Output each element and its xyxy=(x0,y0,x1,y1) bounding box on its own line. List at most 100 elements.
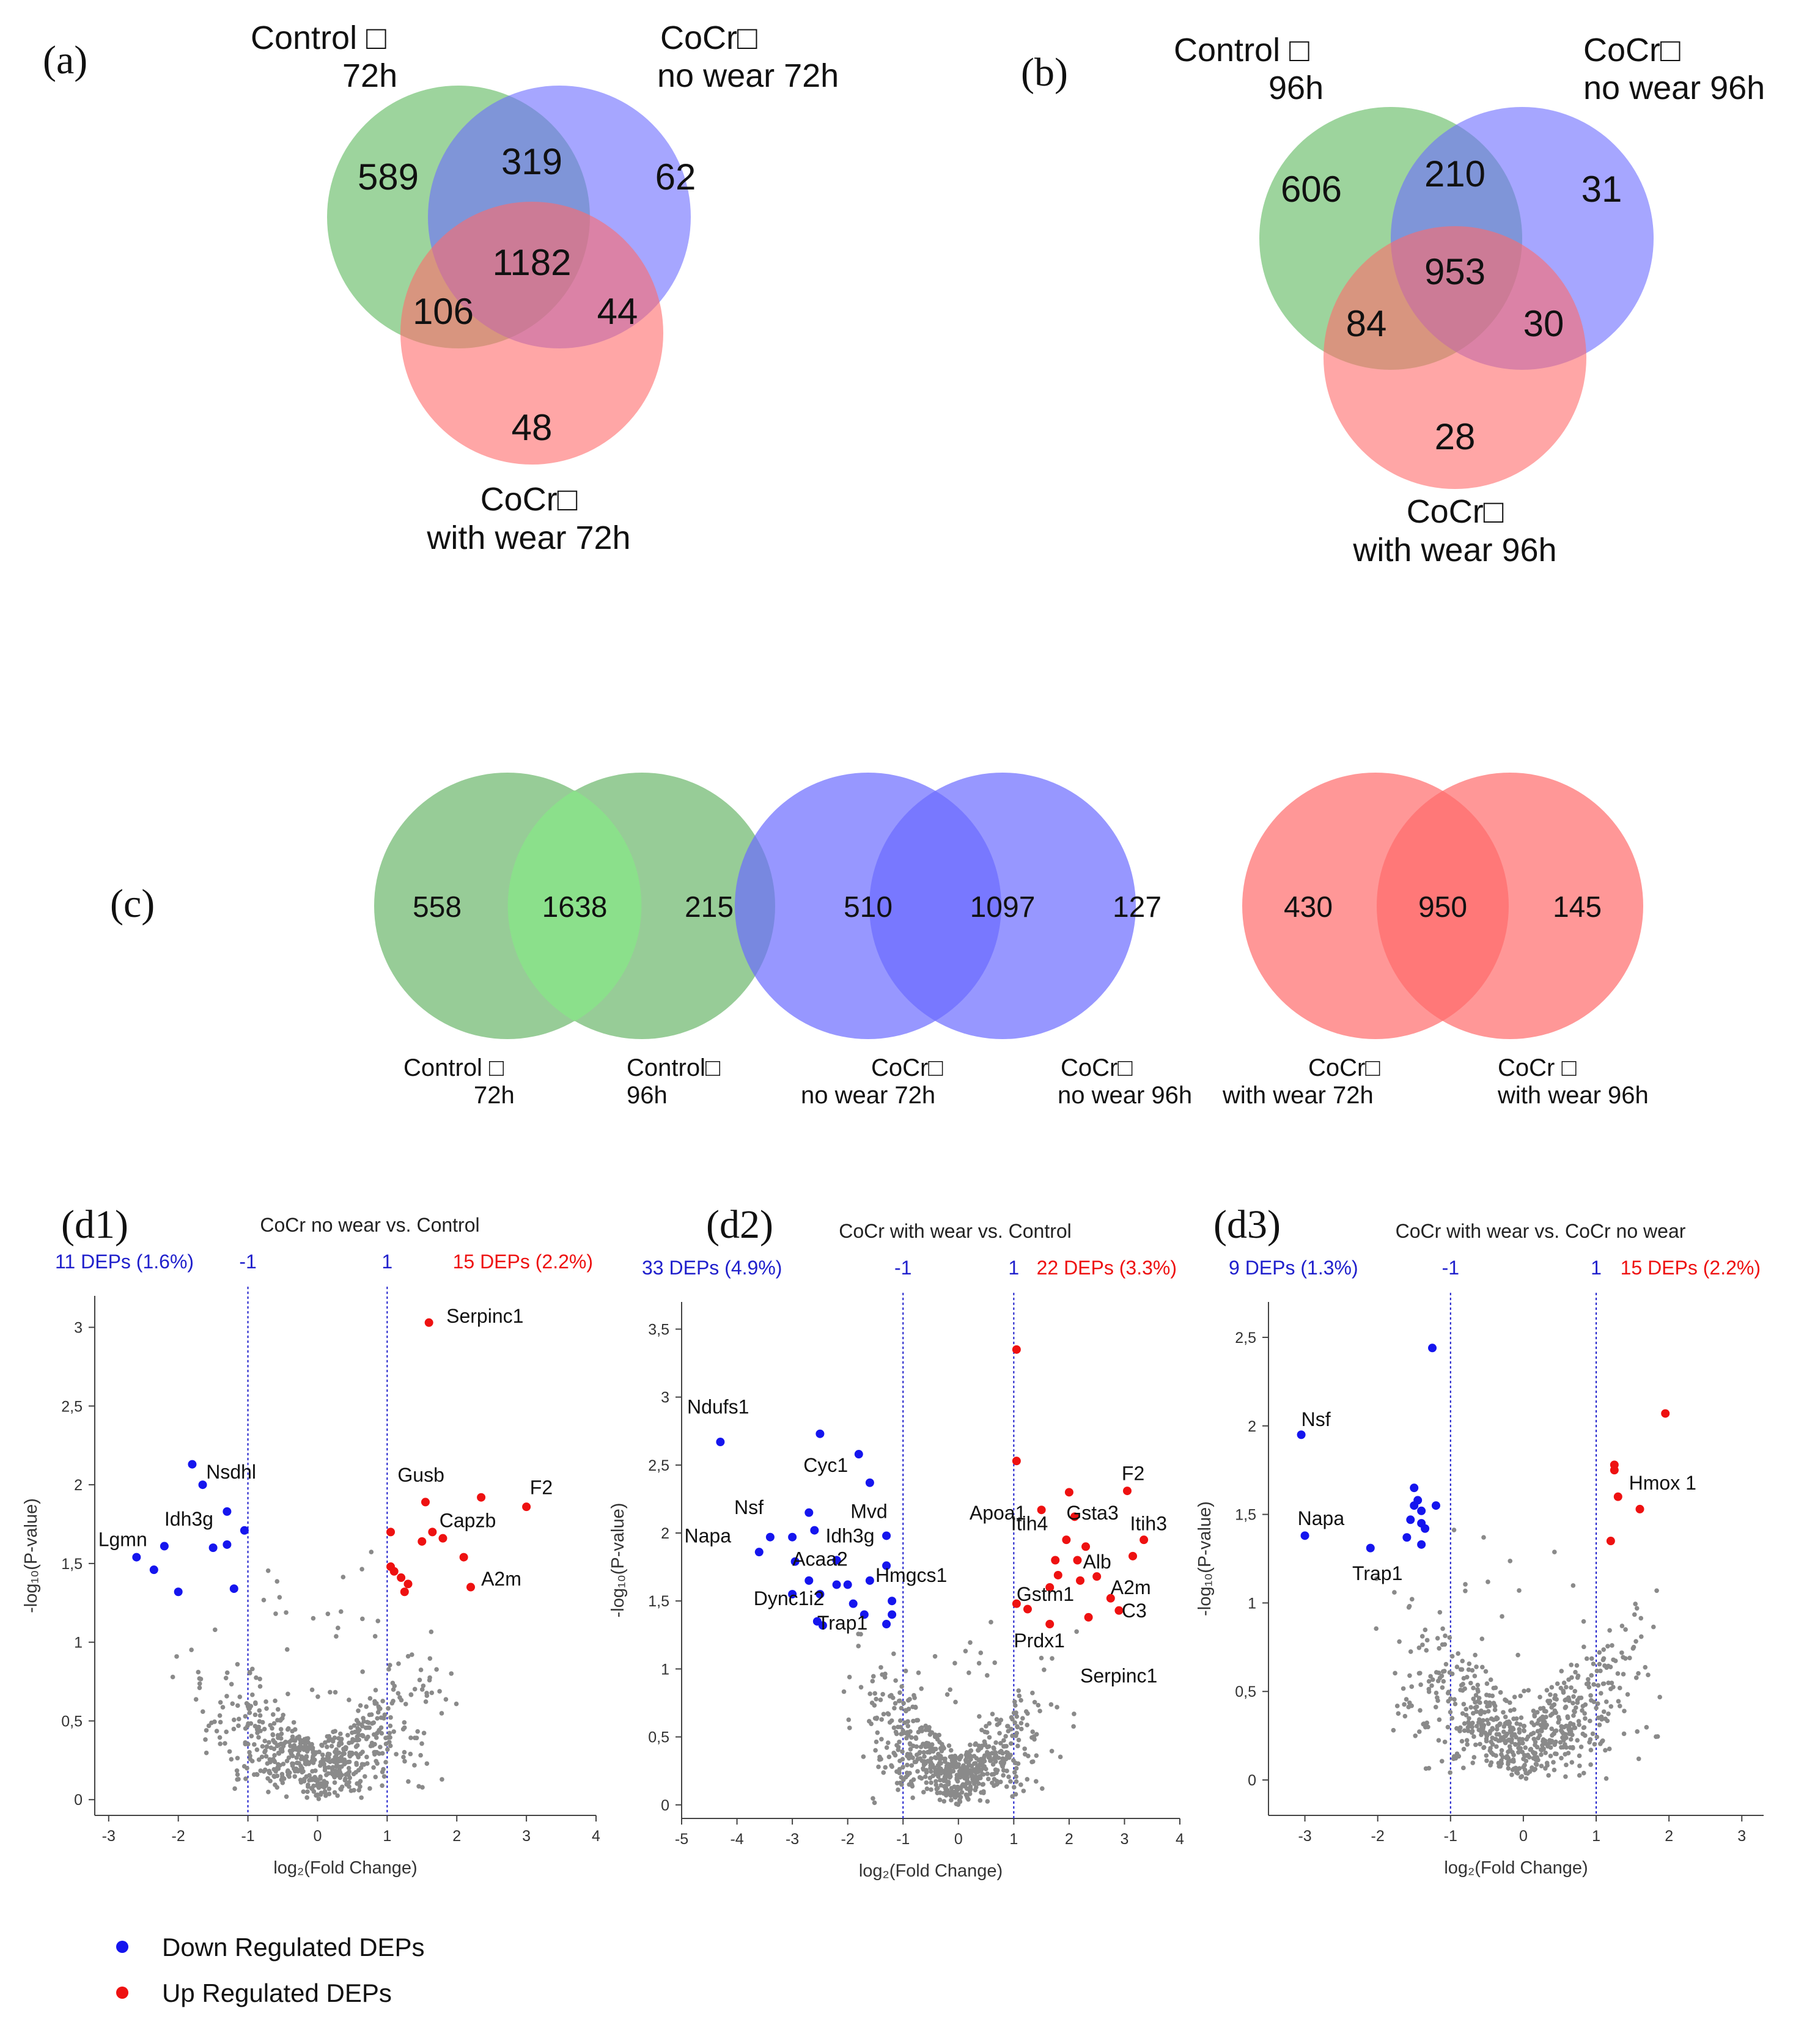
venn-c3-label-left-1: CoCr□ xyxy=(1308,1054,1380,1081)
d3-point-nonsig xyxy=(1536,1735,1541,1741)
d2-point-nonsig xyxy=(905,1719,910,1724)
d3-point-nonsig xyxy=(1428,1674,1433,1679)
d2-point-down xyxy=(882,1531,891,1540)
d1-y-tick-label: 0 xyxy=(74,1792,83,1809)
d3-point-nonsig xyxy=(1569,1685,1574,1690)
d2-point-nonsig xyxy=(980,1771,985,1777)
d3-point-nonsig xyxy=(1591,1699,1597,1705)
d2-point-nonsig xyxy=(949,1754,955,1759)
d3-point-nonsig xyxy=(1558,1740,1563,1745)
d1-point-nonsig xyxy=(370,1721,375,1726)
d1-point-nonsig xyxy=(264,1744,270,1749)
d3-point-nonsig xyxy=(1617,1704,1622,1708)
d1-point-nonsig xyxy=(380,1783,385,1789)
d1-point-nonsig xyxy=(227,1749,232,1754)
d2-point-down xyxy=(815,1429,825,1438)
d1-point-nonsig xyxy=(388,1723,393,1729)
d3-point-nonsig xyxy=(1463,1588,1468,1594)
d2-point-nonsig xyxy=(1021,1789,1026,1793)
d3-point-nonsig xyxy=(1496,1760,1501,1766)
d3-point-nonsig xyxy=(1434,1690,1439,1696)
d1-point-nonsig xyxy=(367,1786,372,1791)
d3-point-nonsig xyxy=(1440,1685,1445,1690)
venn-a-circle-wear xyxy=(400,202,663,465)
d1-y-axis-label: -log₁₀(P-value) xyxy=(21,1498,41,1613)
d2-point-nonsig xyxy=(886,1754,892,1760)
d1-point-nonsig xyxy=(257,1713,263,1718)
d2-point-up xyxy=(1073,1556,1082,1565)
d3-point-nonsig xyxy=(1606,1680,1611,1686)
d1-x-tick-label: 4 xyxy=(592,1828,600,1845)
d3-gene-label: Nsf xyxy=(1301,1408,1331,1430)
d2-point-nonsig xyxy=(938,1777,943,1783)
d2-y-tick-label: 0,5 xyxy=(648,1729,669,1746)
d2-point-nonsig xyxy=(1058,1754,1063,1760)
d2-point-nonsig xyxy=(968,1742,973,1748)
d2-point-nonsig xyxy=(891,1725,897,1730)
d3-point-nonsig xyxy=(1458,1725,1463,1730)
d1-point-nonsig xyxy=(231,1726,237,1732)
d1-point-nonsig xyxy=(320,1762,325,1766)
d3-point-down xyxy=(1421,1524,1430,1533)
d3-point-nonsig xyxy=(1537,1694,1542,1700)
d2-point-nonsig xyxy=(1003,1757,1009,1762)
d1-point-nonsig xyxy=(412,1763,417,1768)
d1-point-nonsig xyxy=(309,1687,315,1693)
d3-point-nonsig xyxy=(1588,1748,1594,1752)
legend-down-label: Down Regulated DEPs xyxy=(162,1933,425,1961)
d1-point-down xyxy=(223,1507,232,1516)
d3-point-nonsig xyxy=(1464,1738,1470,1743)
d3-point-nonsig xyxy=(1402,1702,1407,1707)
d3-point-nonsig xyxy=(1540,1714,1545,1719)
d2-y-tick-label: 1,5 xyxy=(648,1593,669,1610)
d1-point-nonsig xyxy=(241,1763,247,1769)
d3-point-nonsig xyxy=(1569,1760,1575,1765)
d3-point-nonsig xyxy=(1591,1661,1596,1666)
d1-point-down xyxy=(132,1553,141,1562)
d3-point-nonsig xyxy=(1498,1735,1504,1740)
d3-point-nonsig xyxy=(1603,1699,1609,1704)
d1-point-nonsig xyxy=(420,1785,425,1790)
d2-point-nonsig xyxy=(1009,1741,1014,1746)
d3-point-nonsig xyxy=(1471,1755,1477,1760)
venn-c2-left: 510 xyxy=(844,891,893,924)
d2-point-nonsig xyxy=(935,1790,940,1796)
d3-point-nonsig xyxy=(1572,1689,1578,1694)
d3-y-tick-label: 1,5 xyxy=(1235,1507,1256,1524)
d2-point-nonsig xyxy=(950,1762,955,1767)
d1-point-nonsig xyxy=(380,1770,385,1774)
venn-b-label-control-2: 96h xyxy=(1268,70,1324,106)
d1-point-nonsig xyxy=(347,1784,352,1789)
d3-point-nonsig xyxy=(1601,1656,1607,1661)
d1-point-nonsig xyxy=(355,1752,361,1758)
d1-point-nonsig xyxy=(356,1787,361,1793)
d2-point-nonsig xyxy=(873,1748,878,1753)
d3-point-nonsig xyxy=(1570,1700,1575,1706)
d1-point-nonsig xyxy=(339,1784,345,1790)
d1-point-nonsig xyxy=(316,1796,322,1801)
d2-point-nonsig xyxy=(946,1743,952,1748)
d3-point-nonsig xyxy=(1454,1664,1460,1669)
d3-point-nonsig xyxy=(1481,1722,1486,1727)
d3-point-nonsig xyxy=(1374,1576,1379,1581)
d2-point-down xyxy=(882,1620,891,1629)
d3-point-nonsig xyxy=(1454,1751,1460,1756)
d2-point-nonsig xyxy=(1023,1709,1029,1714)
d1-point-nonsig xyxy=(236,1716,241,1722)
d2-point-up xyxy=(1076,1576,1084,1585)
d3-point-nonsig xyxy=(1514,1721,1520,1726)
d1-point-nonsig xyxy=(235,1703,240,1708)
d1-point-nonsig xyxy=(298,1741,303,1746)
d3-point-nonsig xyxy=(1651,1624,1656,1630)
d2-point-nonsig xyxy=(992,1746,996,1751)
d3-point-down xyxy=(1402,1533,1412,1542)
d2-point-nonsig xyxy=(1001,1738,1006,1743)
d3-point-nonsig xyxy=(1468,1680,1473,1686)
d3-point-nonsig xyxy=(1631,1644,1636,1650)
d2-point-nonsig xyxy=(1015,1743,1020,1749)
d3-point-nonsig xyxy=(1460,1682,1465,1686)
d1-point-up xyxy=(400,1587,409,1597)
d2-point-nonsig xyxy=(982,1753,987,1758)
d1-point-nonsig xyxy=(220,1705,226,1710)
